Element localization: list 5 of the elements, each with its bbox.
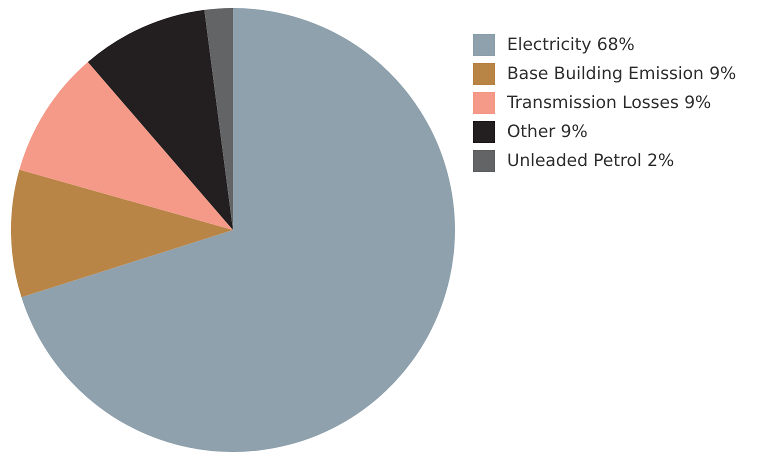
legend-label: Other 9%	[507, 122, 588, 142]
legend-label: Base Building Emission 9%	[507, 64, 736, 84]
legend-label: Unleaded Petrol 2%	[507, 150, 674, 170]
legend-label: Electricity 68%	[507, 34, 635, 54]
legend-label: Transmission Losses 9%	[507, 92, 712, 112]
